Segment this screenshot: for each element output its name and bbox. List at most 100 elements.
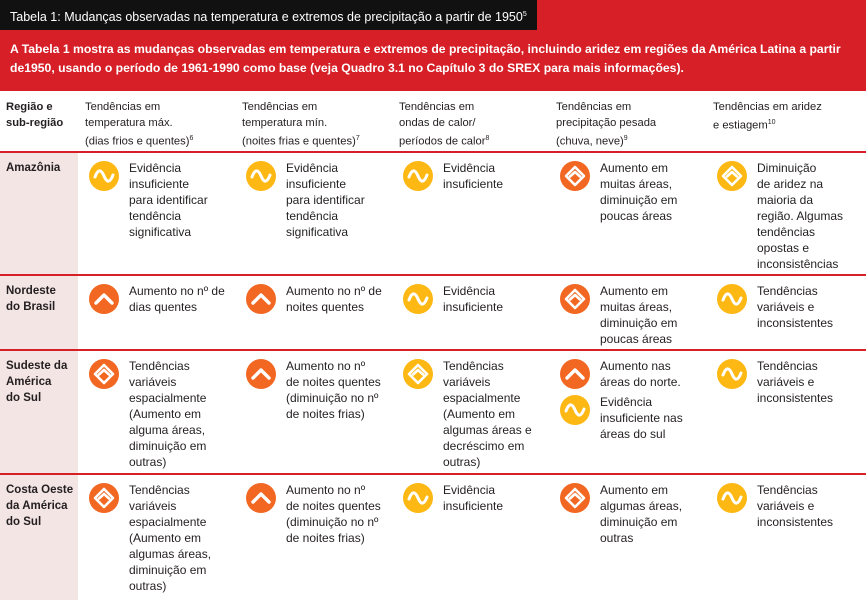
trend-line: significativa bbox=[129, 225, 192, 239]
trend-line: Evidência bbox=[600, 395, 653, 409]
trend-text: Tendências variáveis e inconsistentes bbox=[757, 283, 833, 331]
region-cell-bg bbox=[0, 351, 78, 473]
header-line: ondas de calor/ bbox=[399, 117, 476, 129]
wave-icon bbox=[560, 395, 590, 425]
header-line: Tendências em bbox=[242, 101, 318, 113]
trend-line: Tendências bbox=[757, 483, 818, 497]
trend-text: Evidência insuficiente nas áreas do sul bbox=[600, 394, 683, 442]
trend-line: outras) bbox=[129, 579, 167, 593]
header-footnote: 10 bbox=[767, 119, 776, 126]
trend-line: (Aumento em bbox=[443, 407, 516, 421]
trend-text: Tendências variáveis e inconsistentes bbox=[757, 482, 833, 530]
trend-line: outras) bbox=[443, 455, 481, 469]
trend-line: (diminuição no nº bbox=[286, 515, 379, 529]
header-line: períodos de calor bbox=[399, 135, 486, 148]
trend-line: Aumento no nº de bbox=[129, 284, 225, 298]
trend-text: Tendências variáveis espacialmente (Aumento… bbox=[129, 482, 211, 594]
trend-text: Evidência insuficiente para identificar ten… bbox=[286, 160, 365, 240]
trend-line: Aumento no nº bbox=[286, 359, 366, 373]
trend-line: Aumento em bbox=[600, 284, 669, 298]
trend-line: diminuição em bbox=[600, 193, 678, 207]
table-row: Amazônia Evidência insuficiente para identi… bbox=[0, 153, 866, 276]
trend-line: de noites quentes bbox=[286, 499, 381, 513]
trend-text: Tendências variáveis e inconsistentes bbox=[757, 358, 833, 406]
header-line: temperatura mín. bbox=[242, 117, 328, 129]
trend-line: (Aumento em bbox=[129, 407, 202, 421]
trend-line: (Aumento em bbox=[129, 531, 202, 545]
header-line: e estiagem bbox=[713, 119, 768, 132]
trend-line: maioria da bbox=[757, 193, 814, 207]
region-name: Amazônia bbox=[6, 160, 60, 176]
wave-icon bbox=[89, 161, 119, 191]
trend-line: insuficiente bbox=[443, 499, 504, 513]
wave-icon bbox=[403, 483, 433, 513]
trend-line: inconsistentes bbox=[757, 515, 834, 529]
trend-line: Evidência bbox=[443, 483, 496, 497]
header-line: Tendências em aridez bbox=[713, 101, 822, 113]
wave-icon bbox=[403, 284, 433, 314]
trend-line: noites quentes bbox=[286, 300, 365, 314]
trend-line: (diminuição no nº bbox=[286, 391, 379, 405]
region-cell-bg bbox=[0, 276, 78, 349]
region-cell-bg bbox=[0, 475, 78, 600]
trend-line: insuficiente bbox=[129, 177, 190, 191]
header-footnote: 7 bbox=[355, 135, 360, 142]
chevron-up-icon bbox=[246, 284, 276, 314]
trend-line: Tendências bbox=[129, 359, 190, 373]
table-title-text: Tabela 1: Mudanças observadas na tempera… bbox=[10, 10, 523, 25]
header-line: (dias frios e quentes) bbox=[85, 135, 190, 148]
header-tmax: Tendências em temperatura máx. (dias frios… bbox=[85, 99, 193, 150]
trend-text: Aumento no nº de noites quentes (diminuiçã… bbox=[286, 482, 381, 546]
trend-text: Tendências variáveis espacialmente (Aumento… bbox=[129, 358, 206, 470]
wave-icon bbox=[717, 284, 747, 314]
trend-line: espacialmente bbox=[129, 515, 207, 529]
table-row: Costa Oeste da América do Sul Tendências var… bbox=[0, 475, 866, 600]
trend-line: espacialmente bbox=[129, 391, 207, 405]
trend-line: variáveis bbox=[129, 499, 177, 513]
header-line: precipitação pesada bbox=[556, 117, 657, 129]
region-line: do Brasil bbox=[6, 301, 56, 313]
trend-text: Evidência insuficiente bbox=[443, 283, 503, 315]
intro-text: A Tabela 1 mostra as mudanças observadas… bbox=[0, 33, 866, 91]
trend-line: variáveis e bbox=[757, 300, 815, 314]
trend-line: muitas áreas, bbox=[600, 300, 673, 314]
trend-line: de noites frias) bbox=[286, 407, 365, 421]
trend-line: Tendências bbox=[757, 284, 818, 298]
trend-text: Aumento em muitas áreas, diminuição em pouc… bbox=[600, 283, 677, 347]
trend-line: variáveis e bbox=[757, 499, 815, 513]
trend-line: para identificar bbox=[286, 193, 365, 207]
diamond-icon bbox=[89, 483, 119, 513]
trend-line: Tendências bbox=[129, 483, 190, 497]
wave-icon bbox=[246, 161, 276, 191]
trend-line: áreas do sul bbox=[600, 427, 666, 441]
chevron-up-icon bbox=[246, 483, 276, 513]
trend-line: tendência bbox=[129, 209, 182, 223]
wave-icon bbox=[717, 483, 747, 513]
trend-line: tendência bbox=[286, 209, 339, 223]
header-heat: Tendências em ondas de calor/períodos de … bbox=[399, 99, 489, 150]
trend-line: Tendências bbox=[443, 359, 504, 373]
header-line: Região e bbox=[6, 101, 53, 113]
header-line: Tendências em bbox=[556, 101, 632, 113]
region-line: Amazônia bbox=[6, 162, 61, 174]
trend-line: variáveis bbox=[129, 375, 177, 389]
diamond-icon bbox=[560, 161, 590, 191]
diamond-icon bbox=[560, 284, 590, 314]
trend-line: algumas áreas, bbox=[600, 499, 683, 513]
trend-line: diminuição em bbox=[600, 316, 678, 330]
trend-line: variáveis e bbox=[757, 375, 815, 389]
trend-line: diminuição em bbox=[600, 515, 678, 529]
trend-text: Aumento no nº de noites quentes bbox=[286, 283, 382, 315]
table-title: Tabela 1: Mudanças observadas na tempera… bbox=[0, 0, 537, 30]
trend-line: muitas áreas, bbox=[600, 177, 673, 191]
header-region: Região e sub-região bbox=[6, 99, 63, 131]
trend-line: Diminuição bbox=[757, 161, 817, 175]
region-line: Nordeste bbox=[6, 285, 56, 297]
trend-text: Aumento no nº de dias quentes bbox=[129, 283, 225, 315]
region-name: Nordeste do Brasil bbox=[6, 283, 56, 315]
diamond-icon bbox=[89, 359, 119, 389]
trend-line: algumas áreas, bbox=[129, 547, 212, 561]
trend-text: Aumento em algumas áreas, diminuição em out… bbox=[600, 482, 682, 546]
chevron-up-icon bbox=[246, 359, 276, 389]
table-row: Sudeste da América do Sul Tendências variáve… bbox=[0, 351, 866, 475]
